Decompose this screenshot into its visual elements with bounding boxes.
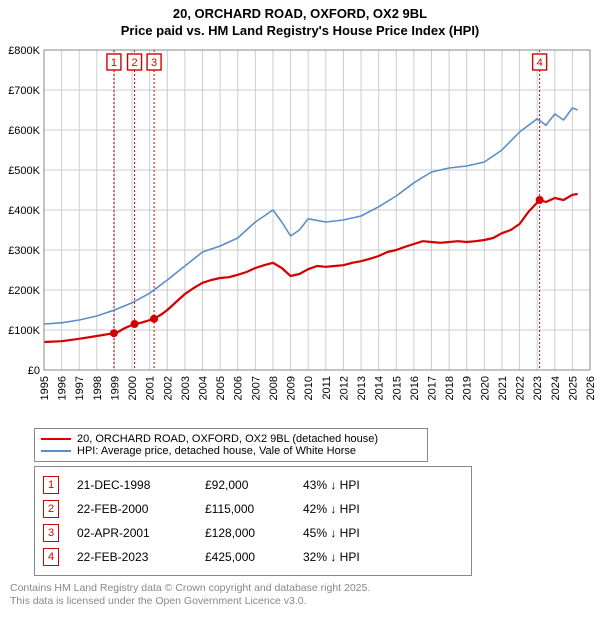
svg-text:£200K: £200K: [8, 285, 40, 297]
svg-text:2025: 2025: [567, 376, 579, 400]
event-date: 02-APR-2001: [77, 526, 187, 540]
svg-text:2005: 2005: [215, 376, 227, 400]
chart-area: £0 £100K £200K £300K £400K £500K £600K £700K £80…: [0, 42, 600, 422]
events-table: 1 21-DEC-1998 £92,000 43% ↓ HPI 2 22-FEB-2000…: [34, 466, 472, 576]
footer-attribution: Contains HM Land Registry data © Crown c…: [10, 582, 590, 609]
svg-text:2008: 2008: [268, 376, 280, 400]
svg-text:2022: 2022: [515, 376, 527, 400]
title-line-1: 20, ORCHARD ROAD, OXFORD, OX2 9BL: [0, 6, 600, 23]
svg-text:2026: 2026: [585, 376, 597, 400]
legend-swatch: [41, 450, 71, 452]
svg-text:£600K: £600K: [8, 125, 40, 137]
legend-item: 20, ORCHARD ROAD, OXFORD, OX2 9BL (detac…: [41, 433, 421, 445]
svg-text:2016: 2016: [409, 376, 421, 400]
event-delta: 32% ↓ HPI: [303, 550, 393, 564]
title-line-2: Price paid vs. HM Land Registry's House …: [0, 23, 600, 40]
event-date: 21-DEC-1998: [77, 478, 187, 492]
event-price: £425,000: [205, 550, 285, 564]
event-price: £128,000: [205, 526, 285, 540]
svg-text:3: 3: [151, 57, 157, 69]
title-block: 20, ORCHARD ROAD, OXFORD, OX2 9BL Price …: [0, 0, 600, 42]
svg-text:2009: 2009: [286, 376, 298, 400]
svg-text:2003: 2003: [180, 376, 192, 400]
legend: 20, ORCHARD ROAD, OXFORD, OX2 9BL (detac…: [34, 428, 428, 462]
svg-text:£800K: £800K: [8, 45, 40, 57]
svg-text:£400K: £400K: [8, 205, 40, 217]
event-delta: 45% ↓ HPI: [303, 526, 393, 540]
svg-text:2014: 2014: [374, 376, 386, 400]
svg-text:£100K: £100K: [8, 325, 40, 337]
svg-text:2024: 2024: [550, 376, 562, 400]
svg-text:2023: 2023: [532, 376, 544, 400]
svg-text:2006: 2006: [233, 376, 245, 400]
svg-text:2007: 2007: [250, 376, 262, 400]
svg-text:2011: 2011: [321, 376, 333, 400]
event-row: 2 22-FEB-2000 £115,000 42% ↓ HPI: [43, 497, 463, 521]
svg-text:2015: 2015: [391, 376, 403, 400]
event-price: £115,000: [205, 502, 285, 516]
svg-text:2010: 2010: [303, 376, 315, 400]
svg-text:£300K: £300K: [8, 245, 40, 257]
event-row: 3 02-APR-2001 £128,000 45% ↓ HPI: [43, 521, 463, 545]
svg-text:2013: 2013: [356, 376, 368, 400]
svg-text:1997: 1997: [74, 376, 86, 400]
event-price: £92,000: [205, 478, 285, 492]
svg-text:1996: 1996: [57, 376, 69, 400]
legend-swatch: [41, 438, 71, 440]
event-delta: 42% ↓ HPI: [303, 502, 393, 516]
svg-text:£500K: £500K: [8, 165, 40, 177]
svg-text:1995: 1995: [39, 376, 51, 400]
svg-text:1: 1: [111, 57, 117, 69]
svg-text:2002: 2002: [162, 376, 174, 400]
svg-text:2017: 2017: [426, 376, 438, 400]
svg-text:2020: 2020: [479, 376, 491, 400]
svg-text:2000: 2000: [127, 376, 139, 400]
svg-text:2019: 2019: [462, 376, 474, 400]
svg-text:2018: 2018: [444, 376, 456, 400]
svg-text:2001: 2001: [145, 376, 157, 400]
svg-text:2021: 2021: [497, 376, 509, 400]
event-marker-icon: 2: [43, 500, 59, 518]
svg-text:2004: 2004: [198, 376, 210, 400]
legend-label: 20, ORCHARD ROAD, OXFORD, OX2 9BL (detac…: [77, 433, 378, 445]
footer-line-1: Contains HM Land Registry data © Crown c…: [10, 582, 590, 596]
event-row: 4 22-FEB-2023 £425,000 32% ↓ HPI: [43, 545, 463, 569]
svg-text:£700K: £700K: [8, 85, 40, 97]
svg-text:1998: 1998: [92, 376, 104, 400]
chart-container: 20, ORCHARD ROAD, OXFORD, OX2 9BL Price …: [0, 0, 600, 609]
event-marker-icon: 1: [43, 476, 59, 494]
event-date: 22-FEB-2023: [77, 550, 187, 564]
line-chart-svg: £0 £100K £200K £300K £400K £500K £600K £700K £80…: [0, 42, 600, 422]
event-row: 1 21-DEC-1998 £92,000 43% ↓ HPI: [43, 473, 463, 497]
event-marker-icon: 4: [43, 548, 59, 566]
svg-text:4: 4: [537, 57, 543, 69]
legend-label: HPI: Average price, detached house, Vale…: [77, 445, 356, 457]
svg-text:£0: £0: [28, 365, 40, 377]
svg-text:1999: 1999: [109, 376, 121, 400]
event-marker-icon: 3: [43, 524, 59, 542]
svg-text:2: 2: [131, 57, 137, 69]
event-delta: 43% ↓ HPI: [303, 478, 393, 492]
event-date: 22-FEB-2000: [77, 502, 187, 516]
legend-item: HPI: Average price, detached house, Vale…: [41, 445, 421, 457]
svg-text:2012: 2012: [338, 376, 350, 400]
footer-line-2: This data is licensed under the Open Gov…: [10, 595, 590, 609]
